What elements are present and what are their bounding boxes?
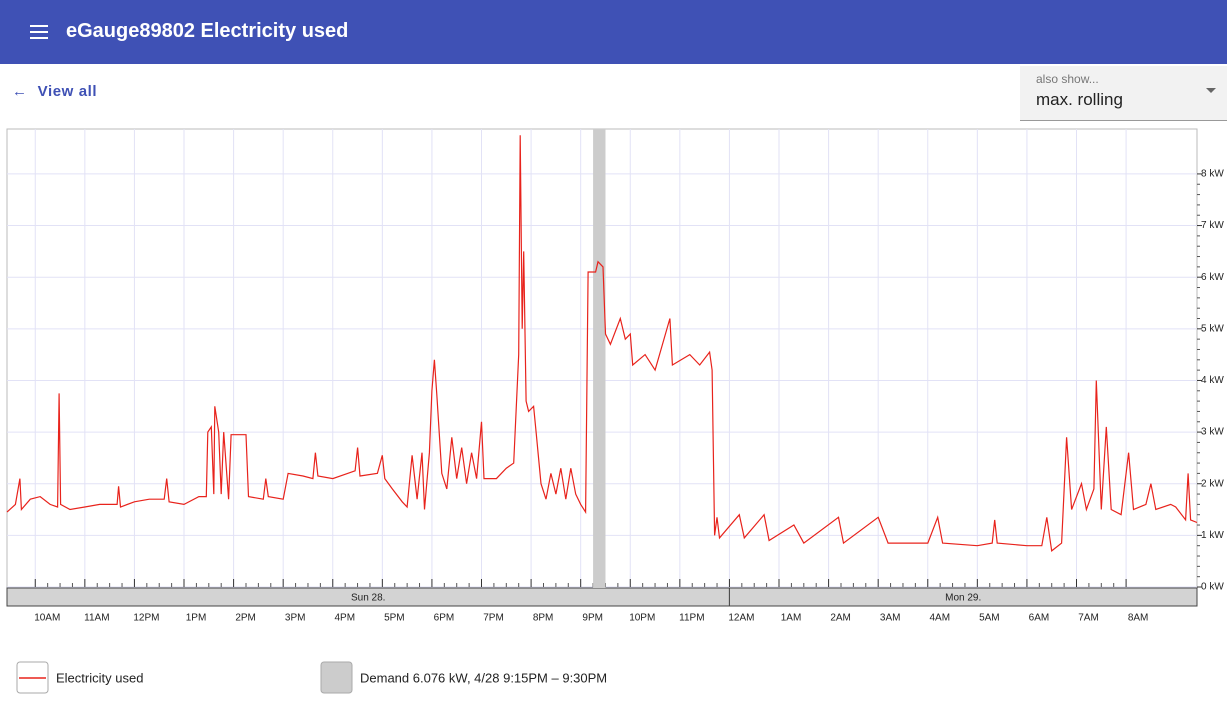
x-tick-label: 1AM — [781, 613, 802, 624]
x-tick-label: 9PM — [582, 613, 603, 624]
x-tick-label: 5PM — [384, 613, 405, 624]
x-tick-label: 12PM — [133, 613, 159, 624]
x-tick-label: 10AM — [34, 613, 60, 624]
x-tick-label: 11PM — [679, 613, 704, 624]
legend-swatch — [16, 661, 49, 694]
demand-band — [593, 129, 606, 588]
plot-frame — [6, 128, 1198, 588]
x-tick-label: 5AM — [979, 613, 1000, 624]
date-band — [728, 587, 1198, 607]
select-value: max. rolling — [1036, 90, 1123, 109]
app-bar: eGauge89802 Electricity used — [0, 0, 1227, 64]
x-tick-label: 3AM — [880, 613, 901, 624]
y-tick-label: 1 kW — [1201, 530, 1224, 541]
dropdown-arrow — [1206, 88, 1216, 93]
legend-label: Demand 6.076 kW, 4/28 9:15PM – 9:30PM — [360, 670, 607, 685]
legend-label: Electricity used — [56, 670, 143, 685]
legend-swatch — [320, 661, 353, 694]
app-title: eGauge89802 Electricity used — [66, 20, 349, 42]
x-tick-label: 2PM — [235, 613, 256, 624]
x-tick-label: 6AM — [1029, 613, 1050, 624]
x-tick-label: 6PM — [434, 613, 455, 624]
view-all-text[interactable]: View all — [37, 83, 98, 100]
x-tick-label: 4AM — [929, 613, 950, 624]
also-show-select[interactable]: also show... max. rolling — [1020, 66, 1227, 121]
y-tick-label: 6 kW — [1201, 272, 1224, 283]
date-band-label: Sun 28. — [351, 593, 385, 604]
x-tick-label: 3PM — [285, 613, 306, 624]
x-tick-label: 12AM — [728, 613, 754, 624]
series-line — [6, 135, 1198, 553]
y-tick-label: 0 kW — [1201, 582, 1224, 593]
select-label: also show... — [1036, 72, 1099, 86]
x-tick-label: 11AM — [84, 613, 109, 624]
x-tick-label: 1PM — [186, 613, 207, 624]
y-tick-label: 7 kW — [1201, 220, 1224, 231]
date-band — [6, 587, 730, 607]
x-tick-label: 4PM — [334, 613, 355, 624]
menu-icon[interactable] — [28, 20, 52, 44]
date-band-label: Mon 29. — [945, 593, 981, 604]
x-tick-label: 8AM — [1128, 613, 1149, 624]
y-tick-label: 3 kW — [1201, 427, 1224, 438]
y-tick-label: 5 kW — [1201, 323, 1224, 334]
x-tick-label: 8PM — [533, 613, 554, 624]
x-tick-label: 7PM — [483, 613, 504, 624]
y-tick-label: 4 kW — [1201, 375, 1224, 386]
x-tick-label: 2AM — [830, 613, 851, 624]
x-tick-label: 7AM — [1078, 613, 1099, 624]
x-tick-label: 10PM — [629, 613, 655, 624]
view-all-link[interactable]: ← View all — [12, 83, 98, 100]
y-tick-label: 8 kW — [1201, 169, 1224, 180]
y-tick-label: 2 kW — [1201, 478, 1224, 489]
